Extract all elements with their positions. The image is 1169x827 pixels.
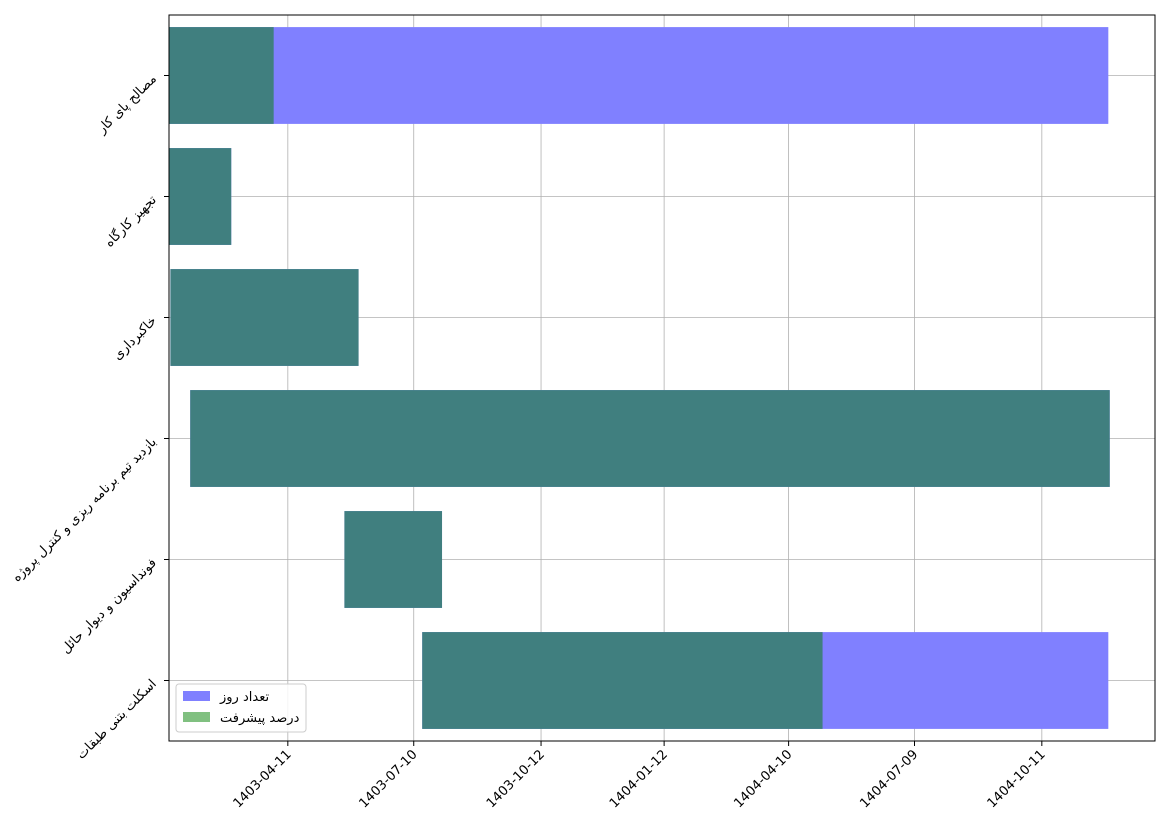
legend: تعداد روز درصد پیشرفت [175,683,307,733]
x-tick-label: 1403-04-11 [231,747,295,811]
bar-days [169,27,1109,124]
x-tick-label: 1404-01-12 [607,747,671,811]
x-tick-label: 1403-07-10 [357,747,421,811]
plot-frame [168,14,1156,742]
x-tick-label: 1403-10-12 [484,747,548,811]
legend-label: تعداد روز [219,690,269,705]
bar-progress [169,27,274,124]
legend-label: درصد پیشرفت [220,711,300,726]
x-tick-label: 1404-10-11 [985,747,1049,811]
x-tick-label: 1404-07-09 [857,747,921,811]
bar-progress [422,632,823,729]
y-tick-label: خاکبرداری [110,314,160,364]
bar-progress [169,148,232,245]
y-tick-label: اسکلت بتنی طبقات [74,677,160,763]
y-tick-label: بازدید تیم برنامه ریزی و کنترل پروژه [9,435,159,585]
legend-swatch [183,691,210,701]
bars [169,27,1110,729]
x-tick-label: 1404-04-10 [731,747,795,811]
bar-progress [344,511,443,608]
bar-progress [190,390,1110,487]
legend-swatch [183,712,210,722]
y-tick-label: تجهیز کارگاه [101,192,160,251]
y-tick-label: فونداسیون و دیوار حائل [59,556,160,657]
bar-progress [170,269,359,366]
y-tick-label: مصالح پای کار [94,72,160,138]
